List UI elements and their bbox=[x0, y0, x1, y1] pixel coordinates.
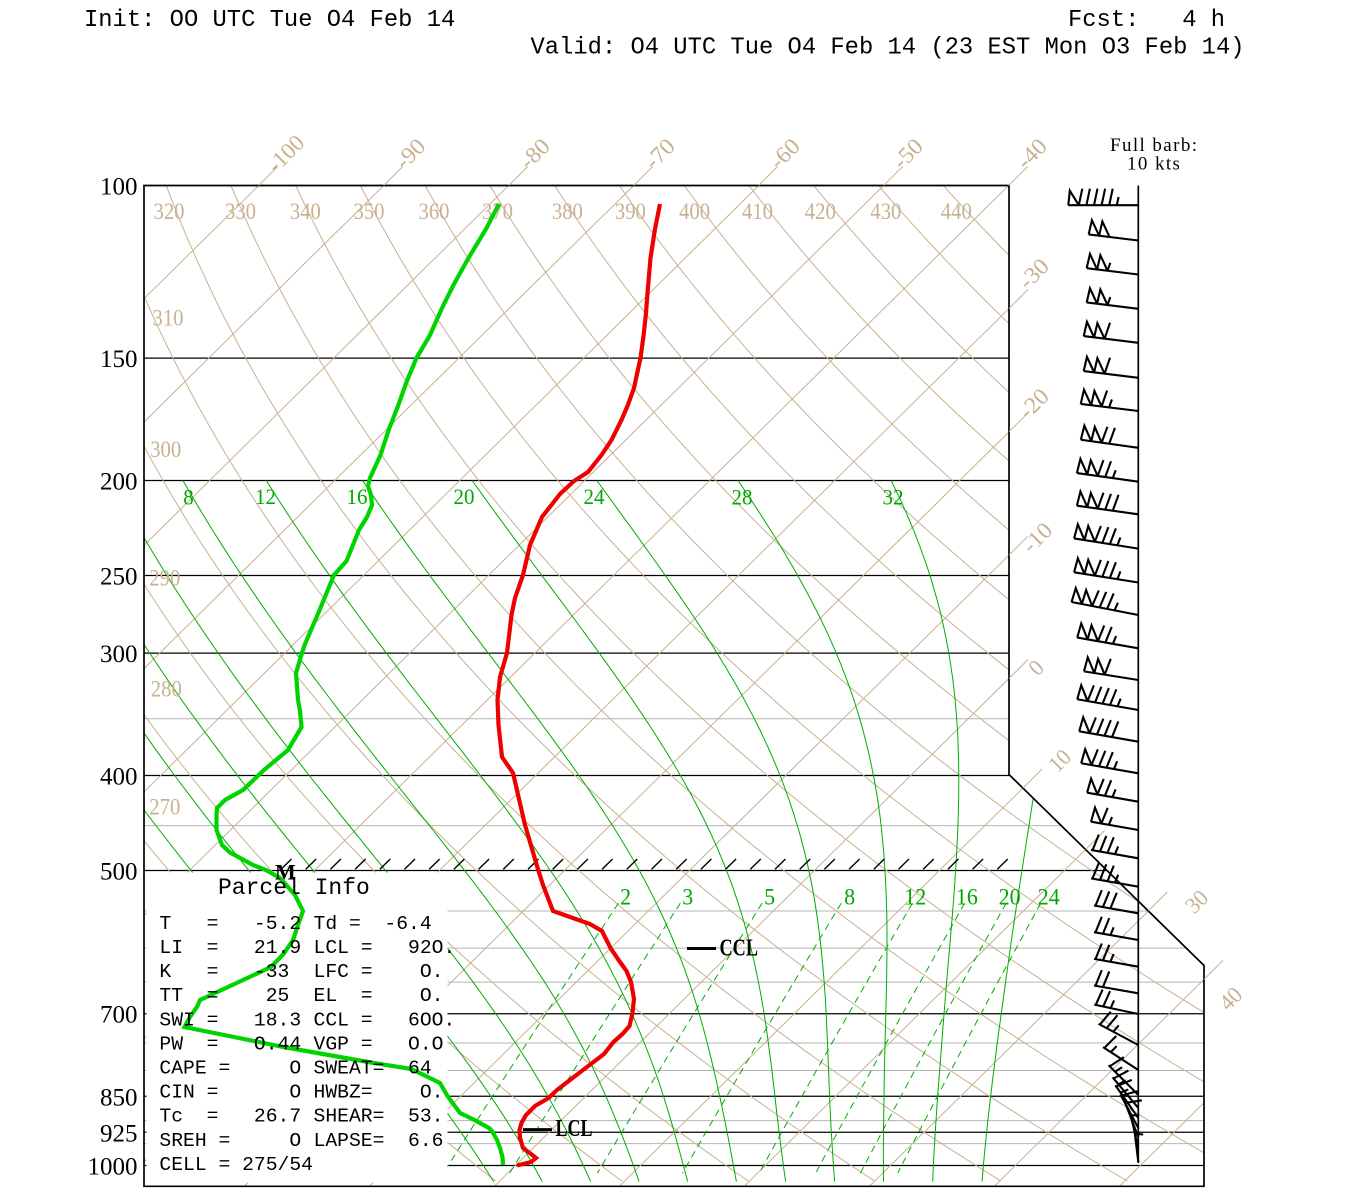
svg-text:200: 200 bbox=[100, 469, 138, 496]
svg-text:440: 440 bbox=[941, 199, 972, 224]
svg-text:290: 290 bbox=[149, 565, 180, 590]
svg-text:LI = 21.9: LI = 21.9 bbox=[159, 937, 301, 959]
svg-text:10 kts: 10 kts bbox=[1127, 154, 1181, 175]
svg-text:Init: OO UTC Tue O4 Feb 14: Init: OO UTC Tue O4 Feb 14 bbox=[84, 7, 455, 34]
svg-text:330: 330 bbox=[225, 199, 256, 224]
svg-text:390: 390 bbox=[615, 199, 646, 224]
svg-text:350: 350 bbox=[354, 199, 385, 224]
svg-text:CIN = O: CIN = O bbox=[159, 1082, 301, 1104]
svg-text:925: 925 bbox=[100, 1120, 138, 1147]
svg-text:CELL = 275/54: CELL = 275/54 bbox=[159, 1154, 313, 1176]
svg-text:LAPSE= 6.6: LAPSE= 6.6 bbox=[314, 1130, 444, 1152]
svg-text:24: 24 bbox=[1038, 885, 1060, 910]
svg-text:LCL = 92O.: LCL = 92O. bbox=[314, 937, 456, 959]
svg-text:2: 2 bbox=[620, 885, 631, 910]
svg-text:270: 270 bbox=[149, 795, 180, 820]
svg-text:SWEAT= 64: SWEAT= 64 bbox=[314, 1058, 432, 1080]
svg-text:8: 8 bbox=[183, 485, 194, 510]
svg-text:16: 16 bbox=[347, 484, 368, 509]
svg-text:CAPE = O: CAPE = O bbox=[159, 1058, 301, 1080]
svg-text:12: 12 bbox=[904, 885, 926, 910]
svg-text:20: 20 bbox=[999, 885, 1021, 910]
svg-text:420: 420 bbox=[805, 199, 836, 224]
svg-text:20: 20 bbox=[454, 484, 475, 509]
svg-text:SHEAR= 53.: SHEAR= 53. bbox=[314, 1106, 444, 1128]
svg-text:HWBZ= O.: HWBZ= O. bbox=[314, 1082, 444, 1104]
svg-text:Tc = 26.7: Tc = 26.7 bbox=[159, 1106, 301, 1128]
svg-text:340: 340 bbox=[290, 199, 321, 224]
svg-text:500: 500 bbox=[100, 859, 138, 886]
svg-text:400: 400 bbox=[100, 764, 138, 791]
svg-text:PW = O.44: PW = O.44 bbox=[159, 1033, 301, 1055]
svg-text:8: 8 bbox=[844, 885, 855, 910]
svg-text:LCL: LCL bbox=[556, 1116, 593, 1142]
svg-text:28: 28 bbox=[732, 485, 753, 510]
svg-text:400: 400 bbox=[679, 199, 710, 224]
svg-text:CCL = 6OO.: CCL = 6OO. bbox=[314, 1009, 456, 1031]
svg-text:Fcst: 4 h: Fcst: 4 h bbox=[1068, 7, 1225, 34]
svg-text:Td = -6.4: Td = -6.4 bbox=[314, 913, 432, 935]
svg-text:310: 310 bbox=[153, 306, 184, 331]
svg-text:700: 700 bbox=[100, 1002, 138, 1029]
svg-text:SREH = O: SREH = O bbox=[159, 1130, 301, 1152]
svg-text:100: 100 bbox=[100, 174, 138, 201]
svg-text:370: 370 bbox=[482, 199, 513, 224]
svg-text:12: 12 bbox=[255, 484, 276, 509]
svg-text:Valid: O4 UTC Tue O4 Feb 14 (2: Valid: O4 UTC Tue O4 Feb 14 (23 EST Mon … bbox=[531, 35, 1245, 62]
svg-text:300: 300 bbox=[150, 437, 181, 462]
svg-text:VGP = O.O: VGP = O.O bbox=[314, 1033, 444, 1055]
svg-text:280: 280 bbox=[151, 676, 182, 701]
svg-text:SWI = 18.3: SWI = 18.3 bbox=[159, 1009, 301, 1031]
svg-text:24: 24 bbox=[584, 484, 605, 509]
svg-text:K = -33: K = -33 bbox=[159, 961, 289, 983]
svg-text:TT = 25: TT = 25 bbox=[159, 985, 289, 1007]
svg-text:3: 3 bbox=[682, 885, 693, 910]
svg-text:150: 150 bbox=[100, 346, 138, 373]
svg-text:250: 250 bbox=[100, 564, 138, 591]
svg-text:1000: 1000 bbox=[88, 1154, 138, 1181]
svg-text:300: 300 bbox=[100, 641, 138, 668]
svg-text:410: 410 bbox=[742, 199, 773, 224]
svg-text:Full barb:: Full barb: bbox=[1110, 135, 1198, 156]
svg-text:CCL: CCL bbox=[720, 936, 759, 962]
svg-text:850: 850 bbox=[100, 1084, 138, 1111]
svg-text:16: 16 bbox=[956, 885, 978, 910]
svg-text:32: 32 bbox=[883, 485, 904, 510]
svg-text:M: M bbox=[275, 860, 296, 885]
svg-text:380: 380 bbox=[552, 199, 583, 224]
svg-text:5: 5 bbox=[764, 885, 775, 910]
svg-text:LFC = O.: LFC = O. bbox=[314, 961, 444, 983]
svg-text:360: 360 bbox=[419, 199, 450, 224]
svg-text:430: 430 bbox=[870, 199, 901, 224]
svg-text:T = -5.2: T = -5.2 bbox=[159, 913, 301, 935]
svg-text:320: 320 bbox=[154, 199, 185, 224]
svg-text:EL = O.: EL = O. bbox=[314, 985, 444, 1007]
svg-text:Parcel Info: Parcel Info bbox=[218, 875, 370, 901]
